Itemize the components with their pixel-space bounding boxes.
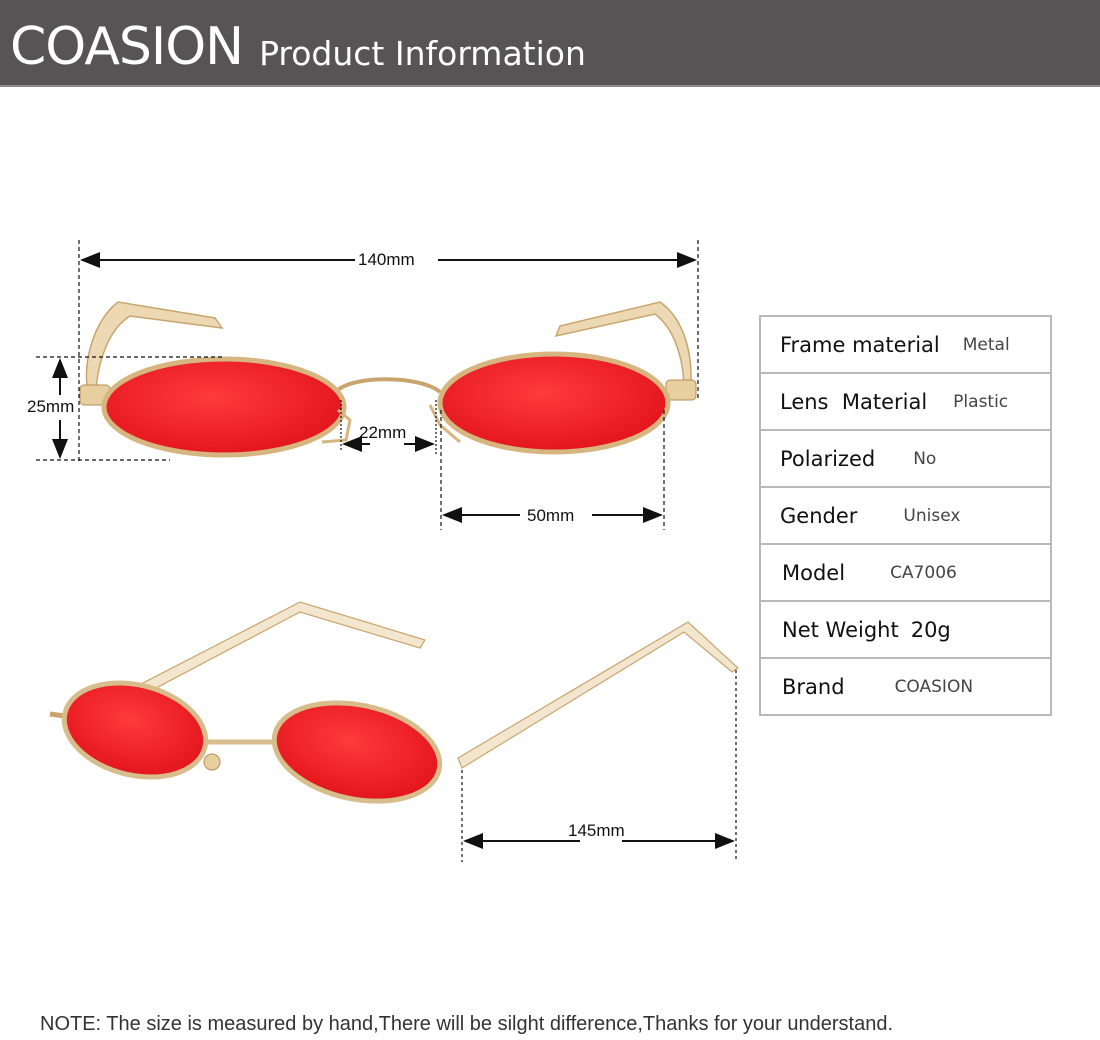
spec-value: 20g <box>910 617 951 642</box>
spec-label: Gender <box>780 503 858 528</box>
spec-value: CA7006 <box>890 562 957 583</box>
spec-row-brand: Brand COASION <box>761 659 1050 716</box>
spec-row-gender: Gender Unisex <box>761 488 1050 545</box>
spec-table: Frame material Metal Lens Material Plast… <box>759 315 1052 716</box>
spec-value: No <box>913 448 937 469</box>
temple-length-label: 145mm <box>568 821 625 840</box>
spec-label: Model <box>782 560 846 585</box>
bridge-width-label: 22mm <box>359 423 407 442</box>
spec-value: Plastic <box>953 391 1009 412</box>
spec-label: Polarized <box>780 446 876 471</box>
brand-title: COASION <box>10 17 244 77</box>
spec-label: Lens Material <box>780 389 928 414</box>
spec-row-frame-material: Frame material Metal <box>761 317 1050 374</box>
angled-view-glasses <box>49 601 739 804</box>
spec-label: Frame material <box>780 332 940 357</box>
header-banner: COASION Product Information <box>0 0 1100 87</box>
total-width-label: 140mm <box>355 251 418 268</box>
front-view-glasses <box>79 301 697 458</box>
page-subtitle: Product Information <box>259 34 586 73</box>
lens-height-label: 25mm <box>27 397 75 416</box>
lens-width-label: 50mm <box>524 507 578 524</box>
spec-row-polarized: Polarized No <box>761 431 1050 488</box>
spec-value: Unisex <box>903 505 961 526</box>
spec-row-model: Model CA7006 <box>761 545 1050 602</box>
spec-value: Metal <box>962 334 1010 355</box>
spec-row-lens-material: Lens Material Plastic <box>761 374 1050 431</box>
spec-label: Net Weight <box>782 617 899 642</box>
spec-label: Brand <box>782 674 845 699</box>
spec-value: COASION <box>894 676 974 697</box>
spec-row-net-weight: Net Weight 20g <box>761 602 1050 659</box>
measurement-note: NOTE: The size is measured by hand,There… <box>40 1013 894 1035</box>
